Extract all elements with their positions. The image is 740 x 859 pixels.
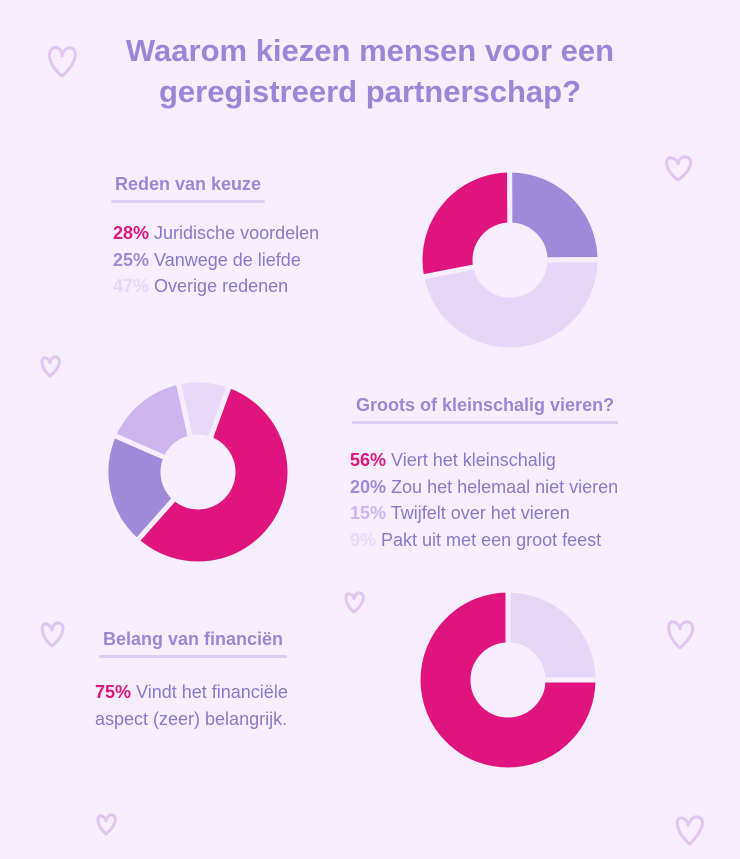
value-label: 15% [350, 503, 387, 523]
legend-entry: 28% Juridische voordelen [113, 220, 413, 247]
donut-segment [103, 431, 179, 545]
category-label: Overige redenen [154, 276, 289, 296]
donut-segment [415, 587, 601, 773]
donut-segment [418, 257, 603, 353]
value-label: 75% [95, 682, 132, 702]
category-label: Vindt het financiële aspect (zeer) belan… [95, 682, 288, 729]
value-label: 9% [350, 529, 377, 550]
chart-heading: Reden van keuze [110, 174, 266, 203]
value-label: 28% [113, 223, 150, 243]
donut-segment [133, 382, 293, 567]
value-label: 47% [113, 276, 150, 296]
legend: 56% Viert het kleinschalig 20% Zou het he… [350, 447, 710, 553]
category-label: Zou het helemaal niet vieren [391, 476, 619, 497]
category-label: Pakt uit met een groot feest [381, 529, 602, 550]
category-label: Viert het kleinschalig [391, 450, 556, 470]
category-label: Vanwege de liefde [154, 249, 301, 270]
legend-entry: 56% Viert het kleinschalig [350, 447, 710, 474]
legend-entry: 75% Vindt het financiële aspect (zeer) b… [95, 679, 333, 732]
legend-entry: 20% Zou het helemaal niet vieren [350, 474, 710, 501]
chart-heading: Groots of kleinschalig vieren? [351, 395, 619, 424]
category-label: Juridische voordelen [154, 223, 320, 243]
category-label: Twijfelt over het vieren [390, 503, 570, 523]
legend-entry: 9% Pakt uit met een groot feest [350, 527, 710, 554]
value-label: 20% [350, 476, 387, 497]
title-text: Waarom kiezen mensen voor een geregistre… [125, 33, 615, 109]
legend: 75% Vindt het financiële aspect (zeer) b… [95, 679, 333, 732]
legend-entry: 47% Overige redenen [113, 273, 413, 300]
hearts [40, 45, 704, 846]
donut-segment [417, 167, 513, 281]
legend-entry: 15% Twijfelt over het vieren [350, 500, 710, 527]
page-title: Waarom kiezen mensen voor een geregistre… [0, 30, 740, 112]
value-label: 56% [350, 450, 387, 470]
donut-segment [175, 377, 233, 443]
legend-entry: 25% Vanwege de liefde [113, 247, 413, 274]
value-label: 25% [113, 249, 150, 270]
chart-heading: Belang van financiën [98, 629, 288, 658]
donut-segment [507, 167, 603, 263]
donut-segment [505, 587, 601, 683]
legend: 28% Juridische voordelen 25% Vanwege de l… [113, 220, 413, 300]
